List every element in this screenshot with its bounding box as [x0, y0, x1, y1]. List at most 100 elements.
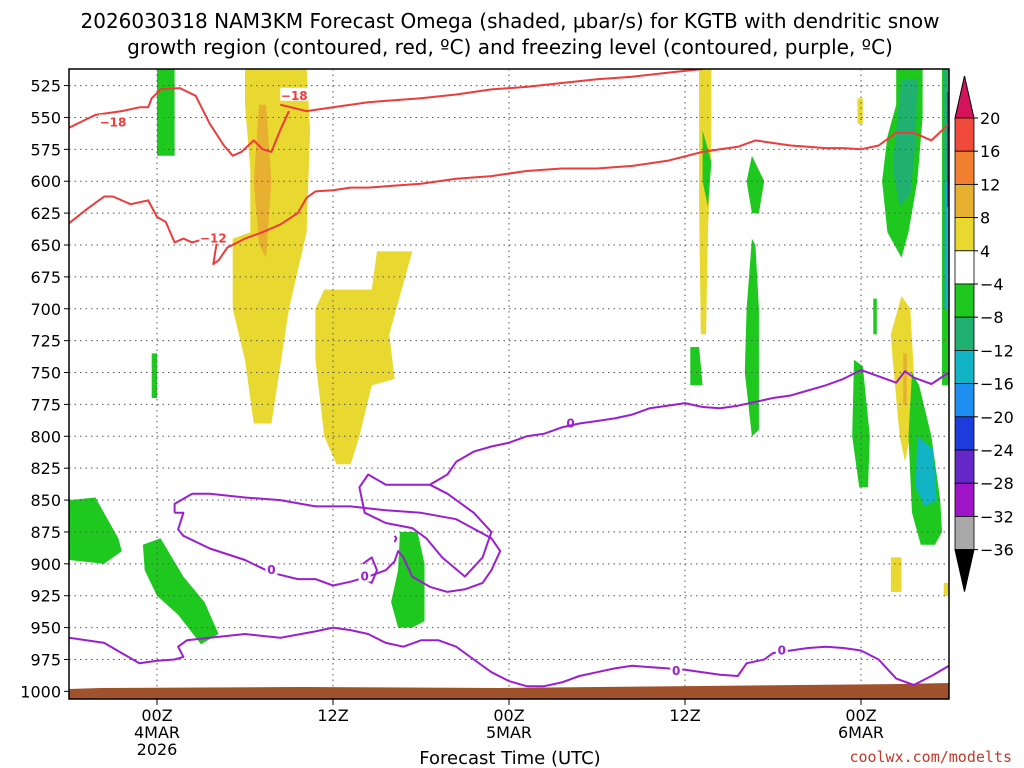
- colorbar-segment: [954, 349, 975, 384]
- freezing-contour-5: [69, 626, 949, 688]
- y-tick-label: 800: [30, 427, 61, 446]
- freezing-contour-0: [358, 473, 493, 578]
- freezing-contour-label: 0: [267, 563, 275, 577]
- dendritic-label-bg: [199, 230, 228, 244]
- x-tick-label: 12Z: [669, 706, 700, 725]
- freezing-contour-3: [362, 556, 378, 584]
- y-tick-label: 900: [30, 555, 61, 574]
- omega-region-6: [142, 538, 219, 645]
- y-tick-label: 625: [30, 204, 61, 223]
- y-tick-label: 650: [30, 236, 61, 255]
- colorbar-segment: [954, 316, 975, 351]
- dendritic-contours: −18 −18 −12: [69, 69, 949, 266]
- dendritic-label-bg: [99, 114, 127, 128]
- omega-region-20: [873, 298, 877, 335]
- y-tick-label: 850: [30, 491, 61, 510]
- omega-region-8: [699, 69, 712, 335]
- dendritic-label-bg: [280, 87, 309, 101]
- freezing-contour-label: 0: [361, 570, 369, 584]
- x-tick-label: 00Z: [141, 706, 172, 725]
- colorbar-segment: [954, 516, 975, 551]
- omega-region-1: [232, 69, 311, 424]
- ground-strip: [69, 683, 949, 699]
- dendritic-contour-1: [279, 69, 703, 113]
- y-tick-label: 975: [30, 650, 61, 669]
- omega-region-11: [744, 238, 759, 437]
- dendritic-contour-label: −18: [100, 116, 127, 130]
- freezing-label-bg: [670, 662, 683, 676]
- omega-region-13: [857, 98, 863, 124]
- credit-link[interactable]: coolwx.com/modelts: [849, 748, 1012, 766]
- chart-title-line2: growth region (contoured, red, ºC) and f…: [127, 35, 893, 59]
- colorbar-segment: [954, 416, 975, 451]
- y-tick-label: 600: [30, 172, 61, 191]
- omega-region-15: [892, 79, 918, 207]
- y-tick-label: 525: [30, 77, 61, 96]
- freezing-contour-label: 0: [778, 644, 786, 658]
- y-tick-label: 875: [30, 523, 61, 542]
- colorbar-segment: [954, 217, 975, 252]
- colorbar-label: −28: [980, 474, 1014, 493]
- dendritic-contour-label: −18: [281, 89, 308, 103]
- omega-region-25: [915, 436, 937, 507]
- freezing-contour-2: [173, 492, 502, 593]
- omega-region-3: [151, 353, 157, 398]
- y-tick-label: 550: [30, 108, 61, 127]
- omega-region-9: [702, 130, 712, 207]
- y-tick-label: 725: [30, 332, 61, 351]
- x-tick-label: 2026: [137, 740, 178, 759]
- colorbar: 20 16 12 8 4 −4 −8 −12 −16 −20 −24 −28 −32 −36: [954, 75, 1014, 592]
- colorbar-label: 20: [980, 109, 1000, 128]
- omega-region-7: [391, 531, 425, 628]
- y-axis-pressure: 525 550 575 600 625 650 675 700 725 750 775 800 825 8…: [20, 77, 69, 701]
- colorbar-label: −24: [980, 441, 1014, 460]
- omega-region-23: [852, 359, 870, 488]
- colorbar-label: 12: [980, 175, 1000, 194]
- x-tick-label: 5MAR: [486, 723, 532, 742]
- plot-area: −18 −18 −12 0 0 0 0 0: [68, 68, 950, 700]
- y-tick-label: 825: [30, 459, 61, 478]
- y-tick-label: 925: [30, 587, 61, 606]
- omega-region-26: [890, 557, 902, 592]
- freezing-contour-label: 0: [566, 417, 574, 431]
- ground-surface: [69, 683, 949, 699]
- x-tick-label: 6MAR: [838, 723, 884, 742]
- colorbar-segment: [954, 383, 975, 418]
- dendritic-contour-2: [69, 123, 949, 266]
- omega-region-12: [690, 347, 703, 386]
- y-tick-label: 700: [30, 300, 61, 319]
- dendritic-contour-label: −12: [200, 232, 227, 246]
- colorbar-segment: [954, 283, 975, 318]
- x-tick-label: 12Z: [317, 706, 348, 725]
- colorbar-label: −32: [980, 507, 1014, 526]
- freezing-contour-label: 0: [672, 664, 680, 678]
- omega-region-22: [903, 353, 907, 405]
- x-axis-title: Forecast Time (UTC): [419, 748, 600, 768]
- colorbar-label: −8: [980, 308, 1004, 327]
- grid-lines: [69, 69, 949, 699]
- omega-region-4: [315, 251, 413, 465]
- dendritic-contour-0: [69, 87, 290, 157]
- y-tick-label: 775: [30, 395, 61, 414]
- colorbar-segment: [954, 117, 975, 152]
- omega-region-27: [943, 582, 949, 596]
- y-tick-label: 675: [30, 268, 61, 287]
- colorbar-label: −12: [980, 341, 1014, 360]
- colorbar-label: 8: [980, 209, 990, 228]
- colorbar-label: −36: [980, 541, 1014, 560]
- freezing-level-contours: 0 0 0 0 0: [69, 369, 949, 688]
- colorbar-label: −4: [980, 275, 1004, 294]
- omega-region-0: [157, 69, 175, 156]
- omega-region-18: [945, 181, 949, 309]
- freezing-label-bg: [775, 642, 788, 656]
- freezing-contour-1: [429, 369, 949, 486]
- colorbar-segment: [954, 150, 975, 185]
- colorbar-label: 16: [980, 142, 1000, 161]
- omega-region-5: [69, 497, 122, 564]
- omega-region-10: [746, 155, 765, 214]
- freezing-label-bg: [265, 562, 278, 576]
- colorbar-segment: [954, 482, 975, 517]
- colorbar-label: −16: [980, 375, 1014, 394]
